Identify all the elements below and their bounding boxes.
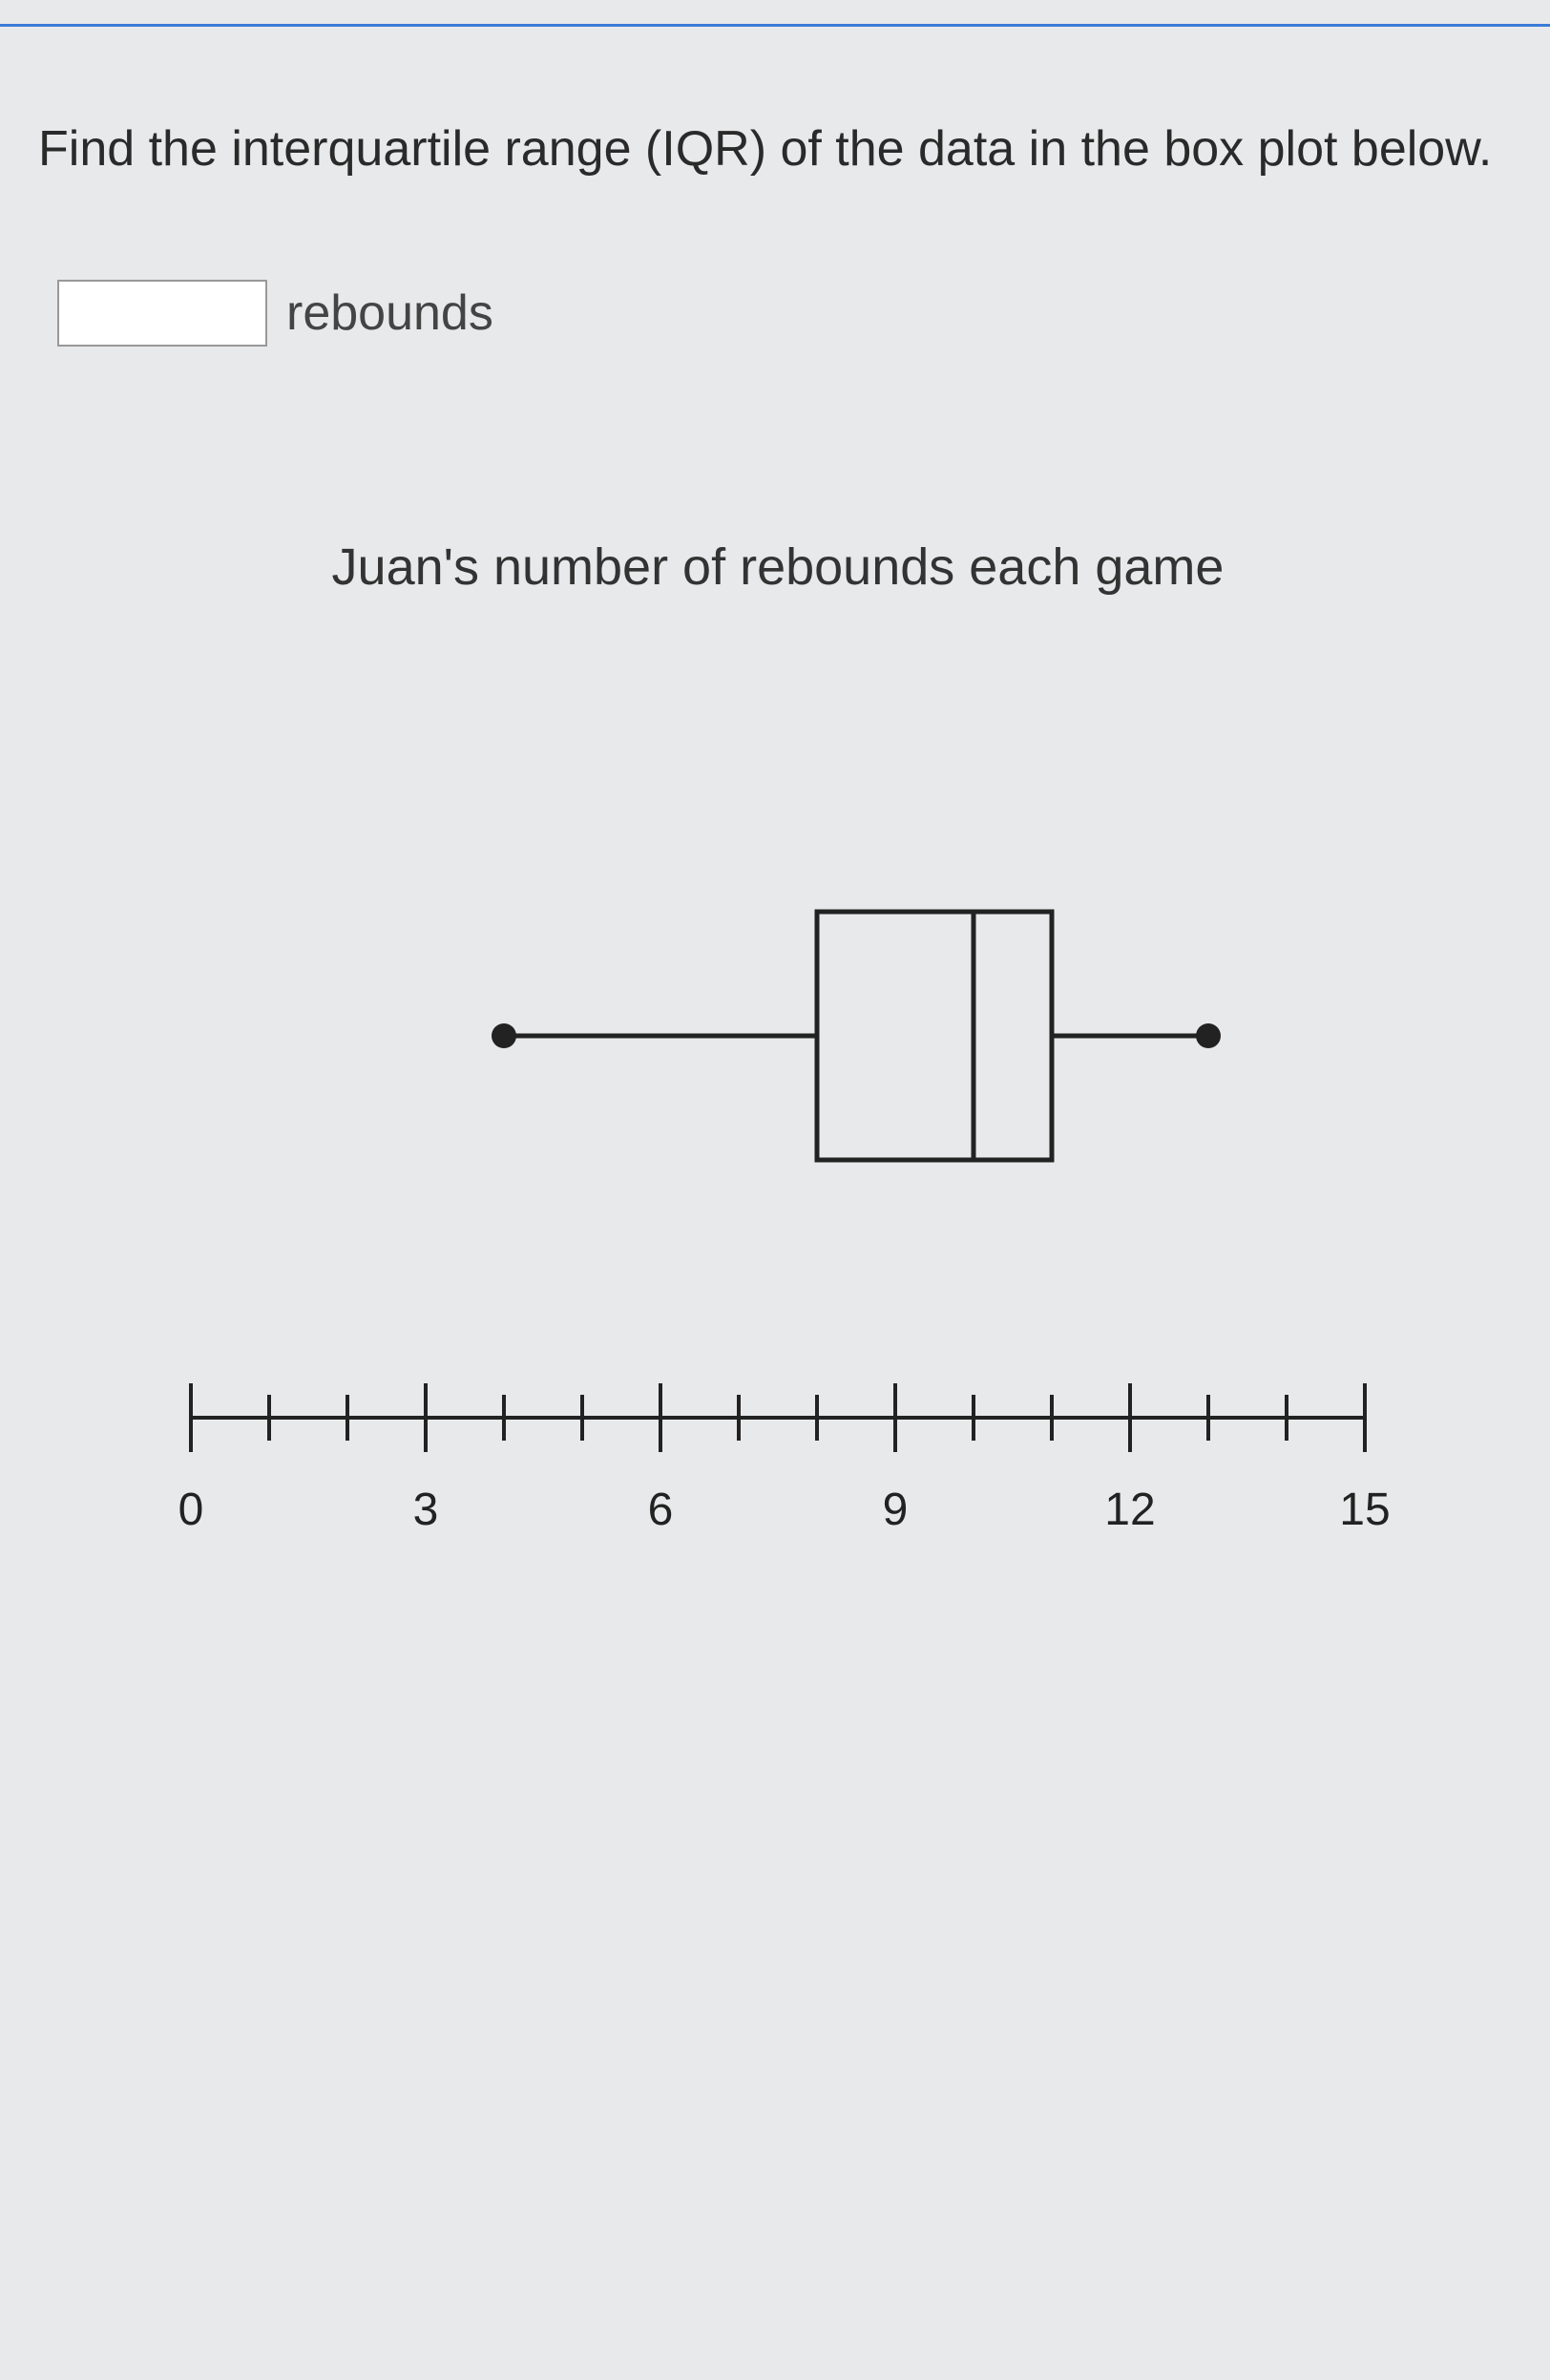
- chart-title: Juan's number of rebounds each game: [134, 537, 1422, 597]
- answer-unit-label: rebounds: [286, 284, 493, 342]
- chart-area: Juan's number of rebounds each game 0 3 6 9…: [134, 537, 1512, 1628]
- axis-tick-label: 6: [648, 1485, 674, 1535]
- boxplot-svg: 0 3 6 9 12 15: [134, 769, 1422, 1628]
- axis-tick-label: 15: [1339, 1485, 1390, 1535]
- axis-tick-label: 3: [413, 1485, 439, 1535]
- iqr-box: [817, 912, 1052, 1160]
- answer-row: rebounds: [57, 280, 1512, 347]
- max-dot: [1196, 1023, 1221, 1048]
- question-prompt: Find the interquartile range (IQR) of th…: [38, 115, 1512, 184]
- axis-tick-label: 12: [1104, 1485, 1155, 1535]
- top-accent-border: [0, 24, 1550, 27]
- min-dot: [492, 1023, 516, 1048]
- axis-tick-label: 9: [883, 1485, 909, 1535]
- axis-tick-label: 0: [178, 1485, 204, 1535]
- answer-input[interactable]: [57, 280, 267, 347]
